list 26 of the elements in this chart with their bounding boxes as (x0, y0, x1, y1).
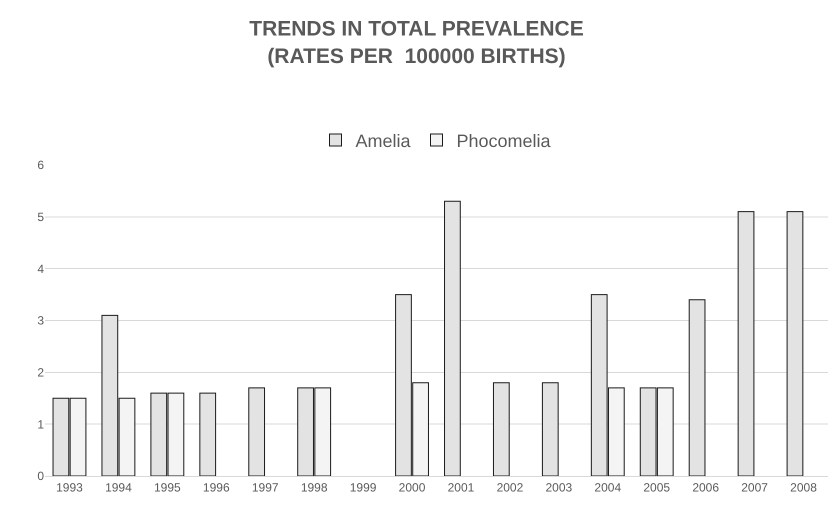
y-tick-label: 1 (37, 417, 44, 432)
x-tick-label: 2005 (643, 480, 670, 494)
legend-label: Amelia (356, 131, 412, 151)
x-tick-label: 2001 (448, 480, 475, 494)
x-tick-label: 2000 (398, 480, 426, 494)
x-tick-label: 2003 (545, 480, 573, 494)
x-tick-label: 2006 (692, 480, 720, 494)
x-tick-label: 1993 (56, 480, 84, 494)
x-tick-label: 1997 (252, 480, 279, 494)
y-tick-label: 0 (37, 469, 44, 484)
x-tick-label: 2004 (594, 480, 622, 494)
x-tick-label: 1998 (300, 480, 328, 494)
x-tick-label: 1999 (350, 480, 377, 494)
x-tick-label: 2008 (790, 480, 818, 494)
chart-title: TRENDS IN TOTAL PREVALENCE (RATES PER 100000 BIRTHS) (249, 18, 584, 68)
x-tick-label: 2007 (741, 480, 768, 494)
y-tick-label: 3 (37, 314, 44, 328)
legend-label: Phocomelia (456, 131, 552, 151)
x-tick-label: 1994 (105, 480, 132, 494)
x-tick-label: 1996 (202, 480, 230, 494)
y-tick-label: 6 (37, 158, 44, 172)
y-tick-label: 5 (37, 210, 44, 224)
x-tick-label: 1995 (154, 480, 182, 494)
y-tick-label: 4 (37, 262, 44, 276)
y-tick-label: 2 (37, 366, 44, 380)
x-tick-label: 2002 (496, 480, 524, 494)
